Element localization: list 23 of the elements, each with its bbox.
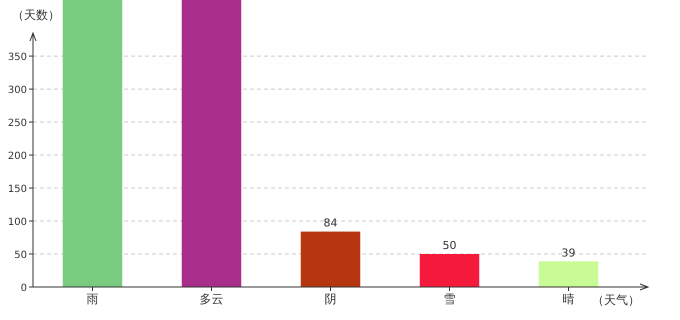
bar [538, 261, 598, 287]
y-tick-label: 50 [14, 250, 27, 262]
y-axis-title: （天数） [12, 8, 60, 22]
y-tick-label: 100 [8, 217, 27, 228]
x-tick-label: 雪 [444, 292, 456, 306]
x-tick-label: 雨 [86, 292, 98, 306]
bar [182, 0, 242, 287]
bar [300, 232, 360, 287]
y-tick-label: 300 [8, 85, 27, 96]
data-label: 84 [324, 216, 338, 230]
y-tick-label: 0 [20, 283, 27, 294]
x-tick-label: 阴 [324, 292, 336, 306]
bar [420, 254, 480, 287]
data-label: 39 [562, 246, 576, 260]
y-tick-label: 250 [8, 118, 27, 130]
bar [62, 0, 122, 287]
x-tick-label: 多云 [200, 292, 224, 306]
y-tick-label: 350 [8, 52, 27, 64]
y-tick-label: 150 [8, 184, 27, 196]
x-tick-label: 晴 [562, 292, 574, 306]
x-axis-title: （天气） [592, 293, 640, 307]
data-label: 50 [442, 239, 456, 252]
y-tick-label: 200 [8, 151, 27, 162]
